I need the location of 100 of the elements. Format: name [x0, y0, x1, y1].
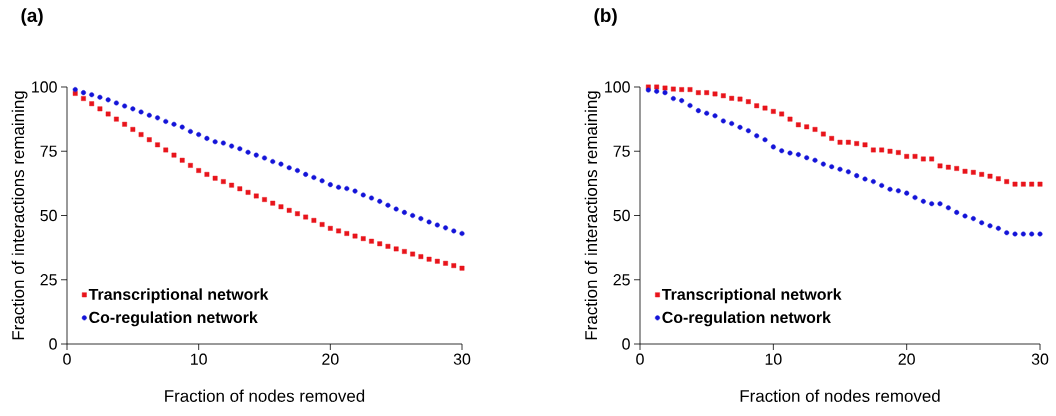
point	[204, 171, 210, 177]
y-tick-label: 0	[622, 338, 630, 350]
point	[155, 115, 161, 121]
point	[385, 202, 391, 208]
x-tick-label: 10	[765, 353, 782, 365]
x-tick-label: 30	[453, 353, 471, 365]
x-tick-label: 20	[322, 353, 339, 365]
point	[870, 179, 876, 185]
point	[352, 233, 358, 239]
point	[89, 92, 95, 98]
point	[418, 216, 424, 222]
point	[937, 163, 943, 169]
point	[695, 90, 701, 96]
point	[253, 152, 259, 158]
point	[229, 182, 234, 188]
y-tick-label: 75	[40, 145, 57, 157]
y-tick-label: 50	[40, 209, 57, 222]
point	[795, 152, 801, 158]
point	[97, 106, 103, 112]
chart-title: (b)	[594, 8, 617, 26]
point	[179, 124, 185, 130]
point	[410, 251, 416, 257]
point	[687, 87, 693, 92]
point	[451, 228, 457, 234]
point	[820, 131, 826, 137]
y-tick-label: 50	[613, 209, 630, 222]
point	[303, 214, 309, 220]
y-tick-label: 25	[40, 274, 57, 286]
point	[237, 146, 243, 152]
point	[377, 198, 383, 204]
point	[695, 108, 701, 114]
point	[712, 91, 718, 97]
point	[155, 142, 160, 148]
point	[163, 147, 169, 153]
point	[443, 260, 448, 266]
point	[434, 258, 440, 264]
point	[770, 109, 776, 114]
y-tick-label: 100	[32, 81, 57, 93]
point	[654, 88, 660, 94]
point	[196, 168, 202, 173]
point	[787, 116, 793, 122]
point	[402, 249, 407, 254]
point	[1020, 231, 1026, 237]
point	[426, 219, 432, 225]
point	[1012, 231, 1018, 237]
point	[887, 186, 893, 192]
point	[1029, 231, 1035, 237]
point	[737, 124, 743, 130]
point	[912, 154, 918, 159]
point	[962, 213, 968, 219]
point	[81, 96, 86, 101]
point	[393, 246, 399, 252]
point	[187, 128, 193, 134]
point	[130, 127, 136, 132]
point	[979, 171, 985, 177]
point	[368, 195, 374, 201]
point	[72, 91, 78, 96]
point	[97, 94, 103, 100]
point	[870, 147, 876, 153]
point	[278, 204, 284, 210]
point	[662, 90, 668, 96]
point	[188, 162, 193, 168]
point	[812, 157, 818, 163]
point	[845, 169, 851, 175]
point	[253, 193, 259, 199]
x-tick-label: 10	[191, 353, 207, 365]
point	[654, 84, 660, 90]
point	[336, 184, 342, 190]
point	[745, 128, 751, 134]
point	[377, 241, 383, 247]
point	[245, 189, 251, 195]
point	[443, 225, 449, 231]
point	[196, 132, 202, 138]
point	[89, 101, 95, 107]
point	[687, 103, 693, 108]
point	[311, 217, 317, 223]
y-tick-label: 75	[613, 145, 630, 157]
point	[344, 231, 350, 236]
x-axis-title: Fraction of nodes removed	[165, 389, 365, 402]
point	[122, 103, 128, 109]
point	[720, 118, 726, 124]
point	[360, 192, 366, 198]
point	[704, 90, 710, 96]
point	[1037, 181, 1043, 187]
point	[303, 171, 309, 177]
point	[295, 211, 300, 217]
legend-label: Co-regulation network	[89, 311, 258, 327]
point	[245, 149, 251, 155]
point	[754, 133, 760, 139]
point	[270, 200, 276, 206]
point	[895, 150, 901, 155]
point	[929, 156, 935, 162]
point	[862, 142, 868, 148]
point	[113, 100, 119, 106]
point	[138, 109, 144, 115]
point	[171, 121, 177, 127]
point	[837, 139, 843, 145]
point	[138, 132, 144, 137]
point	[904, 154, 910, 159]
point	[937, 201, 943, 207]
